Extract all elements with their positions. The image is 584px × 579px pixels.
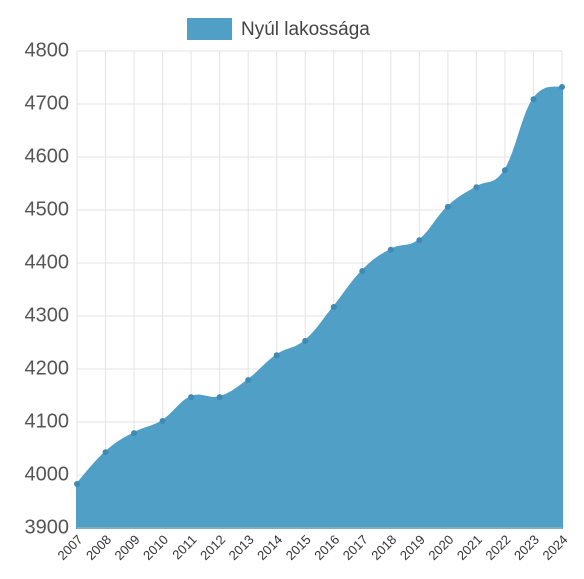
x-tick-label: 2010: [140, 532, 171, 563]
point: [416, 237, 423, 244]
point: [245, 377, 252, 384]
x-tick-label: 2011: [169, 532, 199, 562]
y-tick-label: 4200: [25, 357, 70, 379]
legend-label: Nyúl lakossága: [241, 19, 370, 40]
x-tick-label: 2022: [482, 532, 513, 563]
y-tick-label: 4600: [25, 145, 70, 167]
x-tick-label: 2015: [283, 532, 314, 563]
point: [188, 394, 195, 401]
y-tick-label: 4000: [25, 463, 70, 485]
point: [444, 203, 451, 210]
x-tick-label: 2009: [112, 532, 143, 563]
y-tick-label: 4400: [25, 251, 70, 273]
point: [74, 481, 80, 488]
x-tick-label: 2019: [397, 532, 428, 563]
area: [76, 85, 563, 529]
x-tick-label: 2012: [197, 532, 228, 563]
legend-swatch: [187, 18, 232, 40]
point: [559, 84, 565, 91]
x-tick-label: 2018: [368, 532, 399, 563]
point: [473, 184, 480, 191]
x-tick-label: 2024: [539, 532, 570, 563]
x-tick-label: 2013: [226, 532, 257, 563]
x-tick-label: 2023: [511, 532, 542, 563]
point: [159, 417, 166, 424]
y-tick-label: 4300: [25, 304, 70, 326]
point: [102, 449, 109, 456]
y-tick-label: 4700: [25, 92, 70, 114]
y-tick-label: 3900: [25, 516, 70, 538]
point: [131, 430, 138, 437]
x-tick-label: 2021: [454, 532, 485, 563]
y-tick-label: 4100: [25, 410, 70, 432]
y-tick-label: 4800: [25, 39, 70, 61]
x-tick-label: 2014: [254, 532, 285, 563]
x-tick-label: 2008: [83, 532, 114, 563]
point: [273, 352, 280, 359]
point: [216, 394, 223, 401]
point: [530, 96, 537, 103]
point: [387, 246, 394, 253]
x-tick-label: 2016: [311, 532, 342, 563]
x-tick-label: 2017: [340, 532, 371, 563]
point: [501, 167, 508, 174]
point: [359, 267, 366, 274]
x-tick-label: 2020: [425, 532, 456, 563]
y-tick-label: 4500: [25, 198, 70, 220]
point: [302, 337, 309, 344]
point: [330, 303, 337, 310]
